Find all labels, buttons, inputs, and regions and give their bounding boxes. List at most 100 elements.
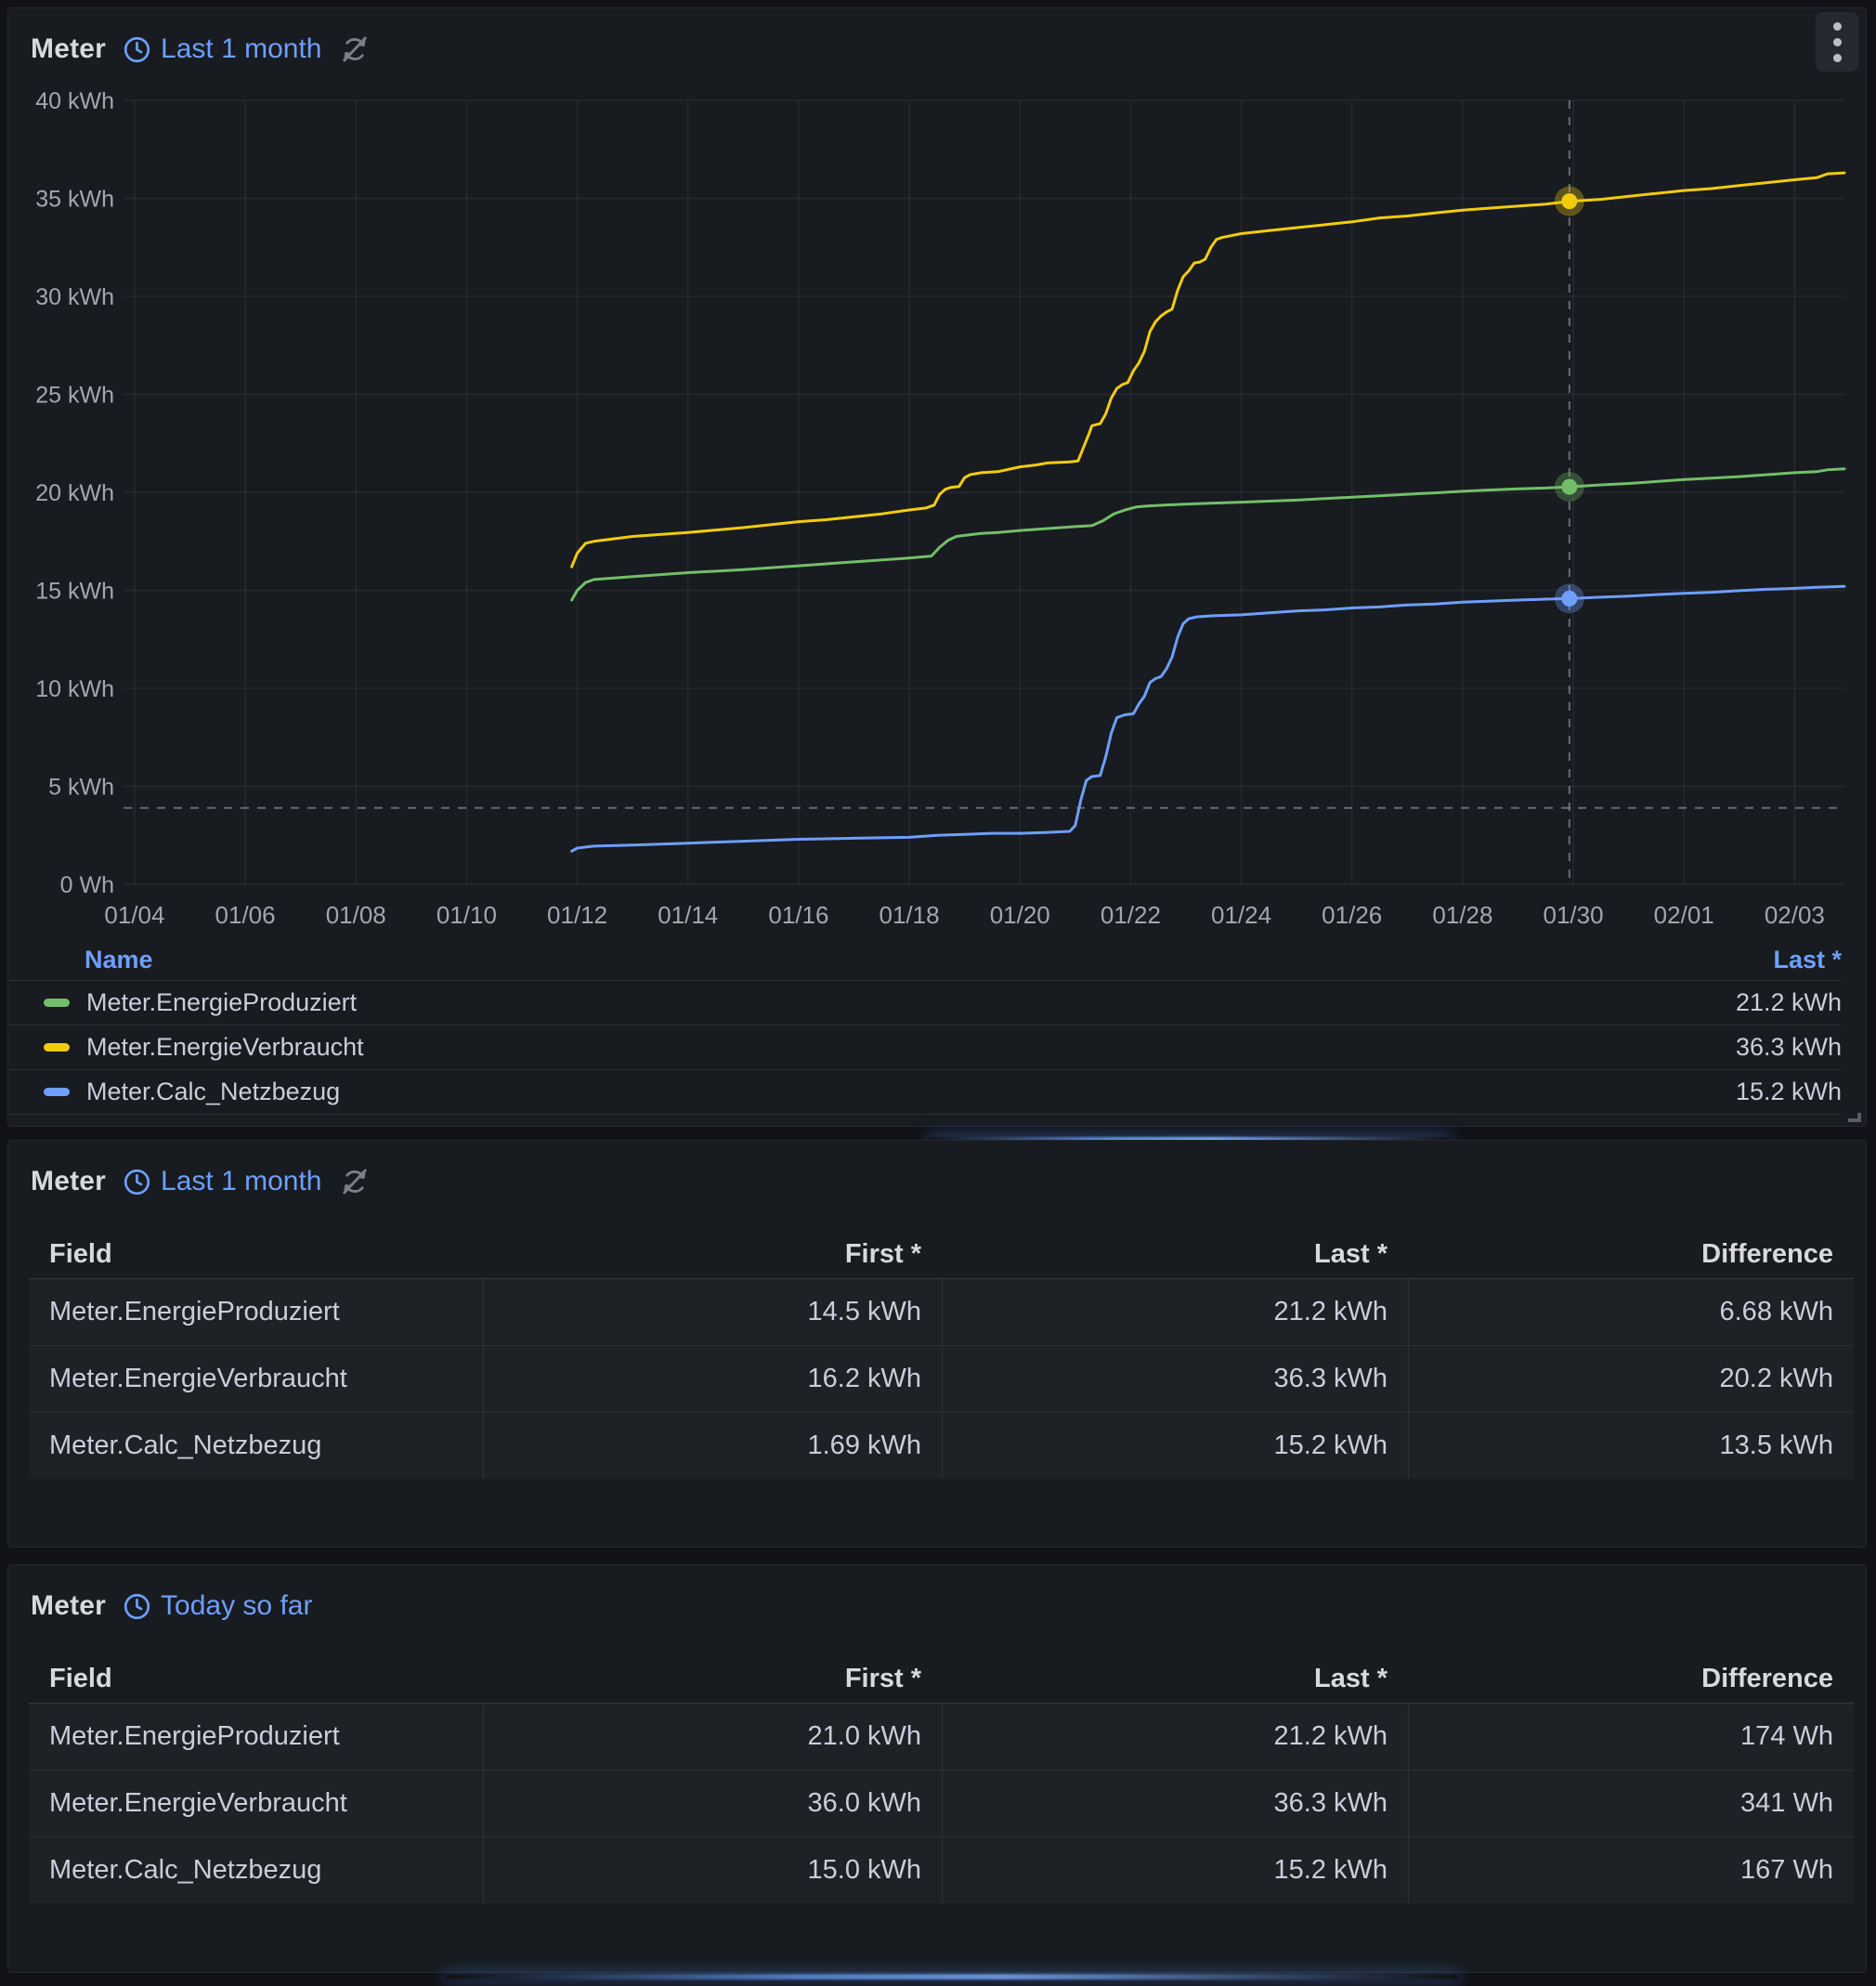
chart-legend: Name Last * Meter.EnergieProduziert 21.2… (8, 939, 1866, 1115)
time-override-link[interactable]: Last 1 month (123, 33, 321, 65)
svg-text:35 kWh: 35 kWh (35, 187, 114, 213)
svg-text:02/03: 02/03 (1765, 901, 1825, 929)
stats-table: Field First * Last * Difference Meter.En… (29, 1654, 1854, 1903)
svg-text:01/24: 01/24 (1211, 901, 1271, 929)
svg-text:01/04: 01/04 (104, 901, 164, 929)
svg-text:25 kWh: 25 kWh (35, 383, 114, 409)
panel-table-month: Meter Last 1 month Field First * Last * … (7, 1140, 1867, 1548)
first-cell: 14.5 kWh (483, 1279, 942, 1345)
time-override-link[interactable]: Today so far (123, 1590, 312, 1622)
svg-text:02/01: 02/01 (1654, 901, 1714, 929)
field-cell: Meter.EnergieVerbraucht (49, 1788, 347, 1818)
series-color-pill-green[interactable] (44, 999, 70, 1007)
svg-text:01/28: 01/28 (1432, 901, 1492, 929)
kebab-dot (1832, 53, 1842, 62)
difference-cell: 174 Wh (1408, 1704, 1854, 1770)
col-header-last[interactable]: Last * (1314, 1663, 1387, 1693)
svg-text:10 kWh: 10 kWh (35, 676, 114, 702)
col-header-difference[interactable]: Difference (1701, 1663, 1833, 1693)
table-row: Meter.EnergieVerbraucht 36.0 kWh 36.3 kW… (29, 1770, 1854, 1836)
last-cell: 15.2 kWh (942, 1413, 1408, 1479)
legend-row: Meter.Calc_Netzbezug 15.2 kWh (8, 1069, 1842, 1115)
difference-cell: 6.68 kWh (1408, 1279, 1854, 1345)
svg-text:01/12: 01/12 (547, 901, 607, 929)
field-cell: Meter.Calc_Netzbezug (49, 1855, 322, 1885)
svg-text:01/10: 01/10 (436, 901, 497, 929)
clock-icon (124, 36, 150, 62)
difference-cell: 341 Wh (1408, 1770, 1854, 1836)
clock-icon (124, 1169, 150, 1195)
svg-text:01/18: 01/18 (879, 901, 940, 929)
col-header-field[interactable]: Field (49, 1238, 112, 1269)
difference-cell: 167 Wh (1408, 1837, 1854, 1903)
time-override-link[interactable]: Last 1 month (123, 1166, 321, 1197)
timeshift-disabled-icon (343, 1169, 368, 1195)
panel-title[interactable]: Meter (31, 1590, 107, 1621)
col-header-first[interactable]: First * (844, 1663, 921, 1693)
field-cell: Meter.EnergieVerbraucht (49, 1364, 347, 1393)
table-row: Meter.EnergieProduziert 21.0 kWh 21.2 kW… (29, 1703, 1854, 1770)
table-row: Meter.EnergieProduziert 14.5 kWh 21.2 kW… (29, 1278, 1854, 1345)
legend-label[interactable]: Meter.Calc_Netzbezug (86, 1078, 341, 1105)
table-header-row: Field First * Last * Difference (29, 1230, 1854, 1278)
panel-title[interactable]: Meter (31, 33, 107, 64)
table-header-row: Field First * Last * Difference (29, 1654, 1854, 1703)
timeshift-disabled-icon (343, 36, 368, 62)
first-cell: 36.0 kWh (483, 1770, 942, 1836)
col-header-difference[interactable]: Difference (1701, 1238, 1833, 1269)
svg-text:01/08: 01/08 (326, 901, 386, 929)
last-cell: 36.3 kWh (942, 1346, 1408, 1412)
field-cell: Meter.EnergieProduziert (49, 1721, 340, 1751)
panel-title[interactable]: Meter (31, 1166, 107, 1196)
svg-text:15 kWh: 15 kWh (35, 579, 114, 605)
legend-row: Meter.EnergieProduziert 21.2 kWh (8, 980, 1842, 1025)
col-header-last[interactable]: Last * (1314, 1238, 1387, 1269)
col-header-field[interactable]: Field (49, 1663, 112, 1693)
legend-name-header[interactable]: Name (85, 945, 153, 973)
legend-value: 36.3 kWh (1735, 1033, 1842, 1061)
last-cell: 36.3 kWh (942, 1770, 1408, 1836)
timeseries-chart[interactable]: 0 Wh 5 kWh 10 kWh 15 kWh 20 kWh 25 kWh 30 kWh 3… (8, 68, 1868, 935)
svg-text:30 kWh: 30 kWh (35, 284, 114, 310)
legend-last-header[interactable]: Last * (1773, 945, 1842, 973)
series-color-pill-yellow[interactable] (44, 1043, 70, 1052)
panel-menu-button[interactable] (1816, 12, 1858, 72)
field-cell: Meter.EnergieProduziert (49, 1297, 340, 1326)
svg-text:20 kWh: 20 kWh (35, 480, 114, 506)
last-cell: 15.2 kWh (942, 1837, 1408, 1903)
clock-icon (124, 1593, 150, 1619)
col-header-first[interactable]: First * (844, 1238, 921, 1269)
svg-text:40 kWh: 40 kWh (35, 88, 114, 114)
svg-text:01/22: 01/22 (1101, 901, 1161, 929)
first-cell: 1.69 kWh (483, 1413, 942, 1479)
svg-text:01/30: 01/30 (1544, 901, 1604, 929)
field-cell: Meter.Calc_Netzbezug (49, 1431, 322, 1460)
difference-cell: 20.2 kWh (1408, 1346, 1854, 1412)
difference-cell: 13.5 kWh (1408, 1413, 1854, 1479)
panel-resize-handle[interactable] (1848, 1109, 1861, 1122)
kebab-dot (1832, 21, 1842, 31)
svg-text:01/14: 01/14 (658, 901, 718, 929)
first-cell: 21.0 kWh (483, 1704, 942, 1770)
table-row: Meter.Calc_Netzbezug 1.69 kWh 15.2 kWh 1… (29, 1412, 1854, 1479)
last-cell: 21.2 kWh (942, 1279, 1408, 1345)
stats-table: Field First * Last * Difference Meter.En… (29, 1230, 1854, 1479)
last-cell: 21.2 kWh (942, 1704, 1408, 1770)
svg-text:0 Wh: 0 Wh (60, 872, 114, 898)
kebab-dot (1832, 37, 1842, 46)
panel-timeseries: Meter Last 1 month 0 Wh 5 kWh 10 kWh 15 kWh… (7, 7, 1867, 1127)
svg-text:01/20: 01/20 (990, 901, 1050, 929)
svg-text:01/16: 01/16 (768, 901, 828, 929)
series-color-pill-blue[interactable] (44, 1088, 70, 1096)
panel-header: Meter Last 1 month (8, 8, 1866, 73)
table-row: Meter.Calc_Netzbezug 15.0 kWh 15.2 kWh 1… (29, 1836, 1854, 1903)
legend-value: 21.2 kWh (1735, 988, 1842, 1016)
svg-text:01/06: 01/06 (215, 901, 276, 929)
legend-label[interactable]: Meter.EnergieProduziert (86, 988, 358, 1016)
legend-value: 15.2 kWh (1735, 1078, 1842, 1105)
legend-label[interactable]: Meter.EnergieVerbraucht (86, 1033, 364, 1061)
panel-focus-glow-bottom (446, 1974, 1458, 1979)
first-cell: 16.2 kWh (483, 1346, 942, 1412)
legend-row: Meter.EnergieVerbraucht 36.3 kWh (8, 1025, 1842, 1069)
